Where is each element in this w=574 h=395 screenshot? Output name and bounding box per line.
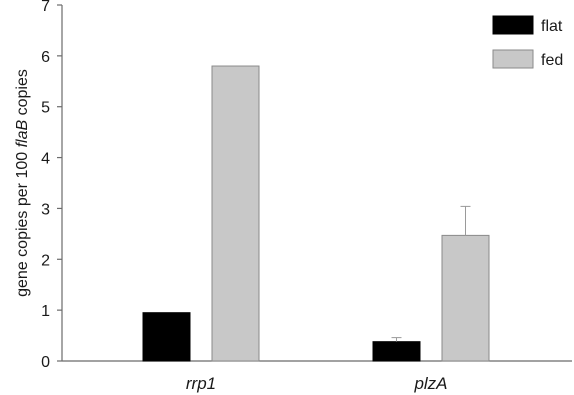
y-tick-label: 7	[41, 0, 50, 15]
y-axis-label: gene copies per 100 flaB copies	[14, 69, 31, 297]
bar-flat-rrp1	[142, 312, 191, 362]
y-tick-label: 6	[41, 49, 50, 66]
y-ticks: 0 1 2 3 4 5 6 7	[41, 0, 62, 371]
bars	[142, 65, 490, 362]
y-tick-label: 2	[41, 252, 50, 269]
y-axis-label-part-2: flaB	[14, 120, 31, 148]
error-bars	[391, 205, 471, 342]
bar-fed-plzA	[441, 234, 490, 362]
x-category-label: plzA	[413, 374, 447, 393]
legend: flat fed	[492, 15, 563, 69]
category-labels: rrp1 plzA	[186, 374, 448, 393]
y-axis-label-part-3: copies	[14, 69, 31, 120]
bar-flat-plzA	[372, 341, 421, 362]
y-tick-label: 0	[41, 354, 50, 371]
y-tick-label: 4	[41, 151, 50, 168]
y-tick-label: 3	[41, 201, 50, 218]
legend-label-fed: fed	[541, 52, 563, 69]
y-axis-label-part-1: gene copies per 100	[14, 147, 31, 296]
y-tick-label: 1	[41, 303, 50, 320]
bar-fed-rrp1	[211, 65, 260, 362]
y-tick-label: 5	[41, 100, 50, 117]
x-category-label: rrp1	[186, 374, 216, 393]
legend-label-flat: flat	[541, 18, 563, 35]
legend-swatch-flat	[492, 15, 534, 35]
legend-swatch-fed	[492, 49, 534, 69]
